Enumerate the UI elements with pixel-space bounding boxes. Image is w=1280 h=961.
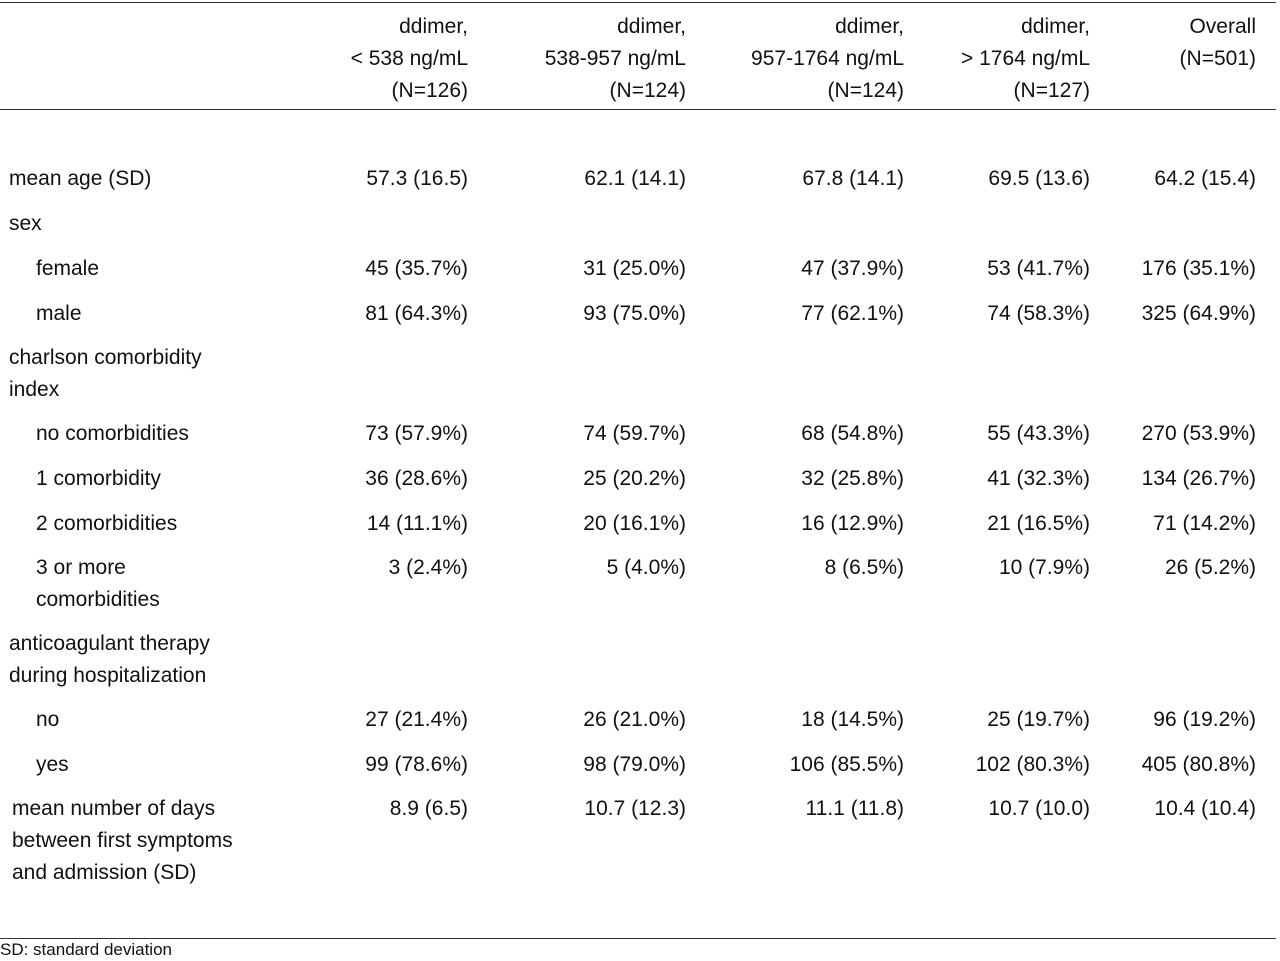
row-label: mean number of days	[12, 797, 216, 820]
table-cell: 5 (4.0%)	[606, 556, 686, 579]
table-top-rule	[0, 2, 1276, 3]
table-cell: 45 (35.7%)	[365, 257, 468, 280]
table-cell: 41 (32.3%)	[987, 467, 1090, 490]
table-cell: 64.2 (15.4)	[1154, 167, 1256, 190]
table-cell: 102 (80.3%)	[975, 753, 1090, 776]
table-cell: 134 (26.7%)	[1141, 467, 1256, 490]
table-cell: 69.5 (13.6)	[988, 167, 1090, 190]
table-cell: 71 (14.2%)	[1153, 512, 1256, 535]
table-cell: 68 (54.8%)	[801, 422, 904, 445]
table-cell: 325 (64.9%)	[1141, 302, 1256, 325]
table-cell: 99 (78.6%)	[365, 753, 468, 776]
column-header: ddimer,	[1021, 15, 1090, 38]
table-cell: 81 (64.3%)	[365, 302, 468, 325]
table-cell: 36 (28.6%)	[365, 467, 468, 490]
column-header: < 538 ng/mL	[350, 47, 468, 70]
table-cell: 62.1 (14.1)	[584, 167, 686, 190]
table-cell: 18 (14.5%)	[801, 708, 904, 731]
table-header-rule	[0, 109, 1276, 110]
row-label: 3 or more	[36, 556, 126, 579]
table-cell: 47 (37.9%)	[801, 257, 904, 280]
column-header: ddimer,	[835, 15, 904, 38]
row-label: index	[9, 378, 60, 401]
row-label: comorbidities	[36, 588, 160, 611]
row-label: 1 comorbidity	[36, 467, 161, 490]
column-header: 957-1764 ng/mL	[751, 47, 904, 70]
table-cell: 10.7 (12.3)	[584, 797, 686, 820]
column-header: Overall	[1189, 15, 1256, 38]
row-label: no	[36, 708, 60, 731]
row-label: anticoagulant therapy	[9, 632, 210, 655]
table-cell: 3 (2.4%)	[388, 556, 468, 579]
column-header: ddimer,	[617, 15, 686, 38]
row-label: no comorbidities	[36, 422, 189, 445]
table-cell: 11.1 (11.8)	[805, 797, 904, 820]
table-cell: 10 (7.9%)	[998, 556, 1090, 579]
table-cell: 26 (5.2%)	[1164, 556, 1256, 579]
row-label: and admission (SD)	[12, 861, 197, 884]
row-label: mean age (SD)	[9, 167, 152, 190]
table-cell: 25 (19.7%)	[987, 708, 1090, 731]
row-label: female	[36, 257, 100, 280]
table-cell: 55 (43.3%)	[987, 422, 1090, 445]
row-label: during hospitalization	[9, 664, 207, 687]
table-cell: 270 (53.9%)	[1141, 422, 1256, 445]
column-header: 538-957 ng/mL	[544, 47, 686, 70]
column-header: (N=126)	[391, 79, 468, 102]
column-header: (N=124)	[609, 79, 686, 102]
table-bottom-rule	[0, 938, 1276, 939]
table-cell: 93 (75.0%)	[583, 302, 686, 325]
footnote: SD: standard deviation	[0, 940, 172, 959]
table-cell: 31 (25.0%)	[583, 257, 686, 280]
table-cell: 26 (21.0%)	[583, 708, 686, 731]
table-cell: 20 (16.1%)	[583, 512, 686, 535]
row-label: charlson comorbidity	[9, 346, 202, 369]
table-cell: 25 (20.2%)	[583, 467, 686, 490]
table-cell: 14 (11.1%)	[366, 512, 468, 535]
table-cell: 74 (58.3%)	[987, 302, 1090, 325]
column-header: (N=127)	[1013, 79, 1090, 102]
table-cell: 98 (79.0%)	[583, 753, 686, 776]
table-cell: 10.4 (10.4)	[1154, 797, 1256, 820]
row-label: between first symptoms	[12, 829, 233, 852]
table-cell: 16 (12.9%)	[801, 512, 904, 535]
table-cell: 176 (35.1%)	[1141, 257, 1256, 280]
row-label: yes	[36, 753, 69, 776]
table-cell: 10.7 (10.0)	[988, 797, 1090, 820]
row-label: sex	[9, 212, 42, 235]
row-label: male	[36, 302, 82, 325]
table-cell: 53 (41.7%)	[987, 257, 1090, 280]
table-cell: 77 (62.1%)	[801, 302, 904, 325]
table-cell: 21 (16.5%)	[987, 512, 1090, 535]
table-cell: 8 (6.5%)	[824, 556, 904, 579]
row-label: 2 comorbidities	[36, 512, 178, 535]
column-header: (N=501)	[1179, 47, 1256, 70]
table-cell: 67.8 (14.1)	[802, 167, 904, 190]
column-header: > 1764 ng/mL	[960, 47, 1090, 70]
column-header: ddimer,	[399, 15, 468, 38]
table-cell: 8.9 (6.5)	[389, 797, 468, 820]
table-cell: 57.3 (16.5)	[366, 167, 468, 190]
table-cell: 27 (21.4%)	[365, 708, 468, 731]
column-header: (N=124)	[827, 79, 904, 102]
table-cell: 405 (80.8%)	[1141, 753, 1256, 776]
table-cell: 73 (57.9%)	[365, 422, 468, 445]
table-cell: 96 (19.2%)	[1153, 708, 1256, 731]
table-cell: 32 (25.8%)	[801, 467, 904, 490]
table-cell: 74 (59.7%)	[583, 422, 686, 445]
table-cell: 106 (85.5%)	[789, 753, 904, 776]
